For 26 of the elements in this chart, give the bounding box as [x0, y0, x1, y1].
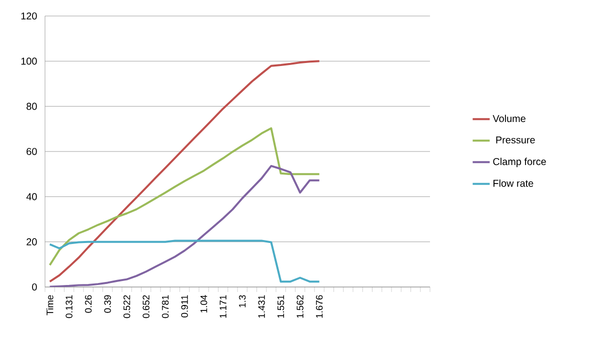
y-tick-label: 40 — [26, 193, 37, 200]
legend-label: Clamp force — [493, 158, 546, 168]
y-tick-label: 0 — [32, 283, 37, 291]
x-tick-label: 0.911 — [181, 295, 188, 318]
x-tick-label: 1.171 — [220, 295, 226, 318]
y-tick-label: 120 — [21, 12, 37, 20]
x-tick-label: 0.131 — [66, 295, 72, 318]
x-tick-label: 0.522 — [123, 295, 130, 318]
legend-label: Pressure — [496, 136, 535, 144]
x-tick-label: 0.781 — [162, 295, 169, 318]
x-tick-label: 0.39 — [104, 295, 111, 313]
x-tick-label: 1.562 — [296, 295, 304, 318]
legend-label: Flow rate — [493, 180, 534, 187]
y-tick-label: 100 — [21, 58, 37, 65]
legend-label: Volume — [492, 114, 526, 122]
x-tick-label: 0.26 — [84, 295, 92, 313]
y-tick-label: 80 — [26, 102, 37, 110]
x-tick-label: 1.676 — [316, 295, 323, 318]
y-tick-label: 60 — [26, 148, 37, 156]
x-tick-label: 1.3 — [238, 295, 246, 308]
x-tick-label: Time — [46, 295, 54, 316]
x-tick-label: 1.551 — [278, 295, 284, 318]
x-tick-label: 1.431 — [258, 295, 265, 318]
x-tick-label: 0.652 — [142, 295, 150, 318]
y-tick-label: 20 — [26, 238, 37, 246]
x-tick-label: 1.04 — [200, 295, 208, 312]
